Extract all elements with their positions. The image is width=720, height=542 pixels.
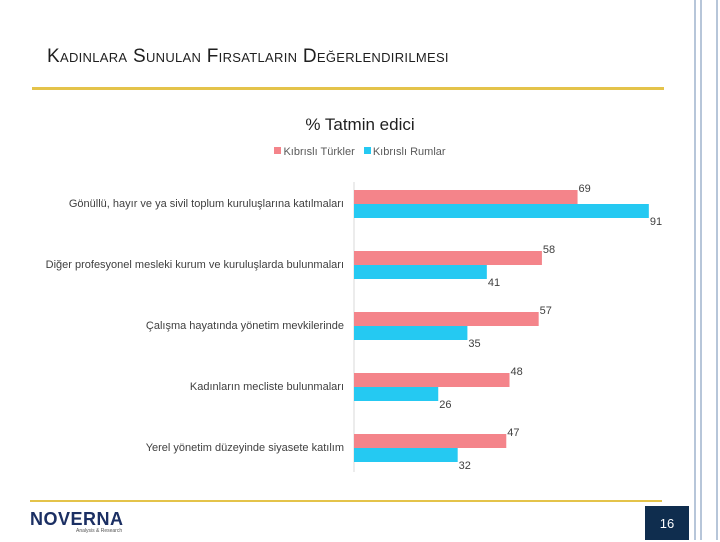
legend-label-turkish: Kıbrıslı Türkler (283, 146, 355, 158)
data-label-greek: 41 (488, 277, 500, 289)
right-edge-rule (716, 0, 718, 540)
bar-greek (354, 448, 458, 462)
right-edge-rule (700, 0, 702, 540)
legend-item-greek: Kıbrıslı Rumlar (363, 146, 446, 158)
chart-title: % Tatmin edici (305, 115, 415, 134)
data-label-greek: 91 (650, 216, 662, 228)
data-label-turkish: 47 (507, 427, 519, 439)
data-label-turkish: 57 (540, 305, 552, 317)
category-label: Yerel yönetim düzeyinde siyasete katılım (146, 442, 344, 454)
data-label-turkish: 48 (511, 366, 523, 378)
bar-turkish (354, 373, 510, 387)
bar-greek (354, 204, 649, 218)
data-label-greek: 26 (439, 399, 451, 411)
category-label: Gönüllü, hayır ve ya sivil toplum kurulu… (69, 198, 344, 210)
data-label-turkish: 69 (579, 183, 591, 195)
data-label-turkish: 58 (543, 244, 555, 256)
slide-title: Kadınlara Sunulan Fırsatların Değerlendi… (47, 46, 449, 67)
category-label: Kadınların mecliste bulunmaları (190, 381, 344, 393)
legend-swatch-turkish (274, 147, 282, 154)
bar-turkish (354, 251, 542, 265)
chart-legend: Kıbrıslı Türkler Kıbrıslı Rumlar (0, 146, 720, 158)
title-underline (32, 87, 664, 90)
bar-greek (354, 265, 487, 279)
logo-subtext: Analysis & Research (76, 528, 123, 534)
noverna-logo: NOVERNA Analysis & Research (30, 509, 124, 534)
logo-wordmark: NOVERNA (30, 509, 124, 529)
bar-turkish (354, 312, 539, 326)
page-number: 16 (645, 506, 689, 540)
bar-greek (354, 326, 468, 340)
right-edge-rule (694, 0, 696, 540)
category-label: Diğer profesyonel mesleki kurum ve kurul… (46, 259, 344, 271)
legend-swatch-greek (363, 147, 371, 154)
data-label-greek: 35 (468, 338, 480, 350)
footer-line (30, 500, 662, 502)
legend-item-turkish: Kıbrıslı Türkler (274, 146, 355, 158)
legend-label-greek: Kıbrıslı Rumlar (372, 146, 446, 158)
data-label-greek: 32 (459, 460, 471, 472)
bar-turkish (354, 190, 578, 204)
bar-greek (354, 387, 439, 401)
bar-turkish (354, 434, 507, 448)
category-label: Çalışma hayatında yönetim mevkilerinde (146, 320, 344, 332)
